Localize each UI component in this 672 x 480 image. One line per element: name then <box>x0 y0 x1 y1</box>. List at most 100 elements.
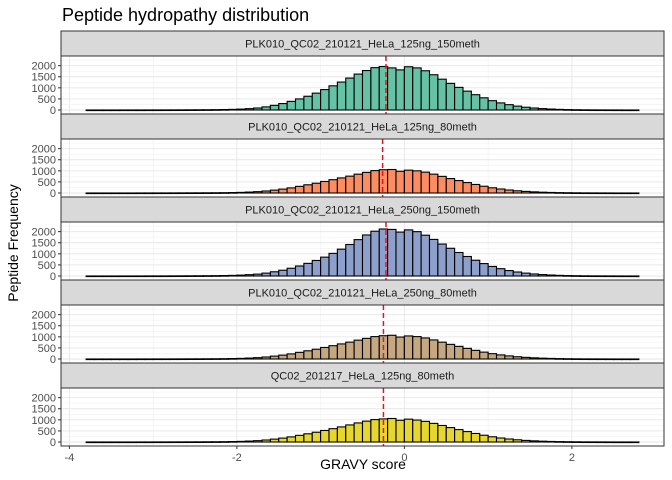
facet-strip-label: PLK010_QC02_210121_HeLa_250ng_80meth <box>248 288 477 300</box>
histogram-bar <box>261 356 271 360</box>
y-tick-label: 1000 <box>32 83 56 95</box>
y-tick-label: 2000 <box>32 310 56 322</box>
histogram-bar <box>596 358 606 361</box>
facet-panel: PLK010_QC02_210121_HeLa_125ng_80meth 0500… <box>32 113 665 200</box>
histogram-bar <box>437 243 447 277</box>
histogram-bar <box>537 357 548 360</box>
histogram-bar <box>361 234 372 277</box>
y-tick-label: 1000 <box>32 332 56 344</box>
histogram-bar <box>353 239 364 277</box>
y-tick-label: 2000 <box>32 61 56 73</box>
histogram-bar <box>512 105 523 111</box>
histogram-bar <box>177 275 188 278</box>
histogram-bar <box>85 109 96 112</box>
histogram-bar <box>227 358 238 360</box>
histogram-bar <box>261 190 271 194</box>
histogram-bar <box>336 81 347 111</box>
histogram-bar <box>160 358 171 361</box>
histogram-bar <box>487 436 498 443</box>
histogram-bar <box>403 335 414 360</box>
histogram-bar <box>470 349 481 360</box>
histogram-bar <box>546 274 556 277</box>
facet-strip-label: PLK010_QC02_210121_HeLa_250ng_150meth <box>245 205 480 217</box>
x-tick-label: 0 <box>401 452 407 464</box>
histogram-bar <box>110 358 121 361</box>
histogram-bar <box>462 182 472 194</box>
histogram-bar <box>529 191 539 194</box>
histogram-bar <box>546 440 556 443</box>
histogram-bar <box>119 109 129 112</box>
y-tick-label: 0 <box>50 354 56 366</box>
histogram-bar <box>562 441 573 443</box>
histogram-bar <box>546 108 556 111</box>
histogram-bar <box>303 350 313 360</box>
histogram-bar <box>420 171 431 194</box>
histogram-bar <box>85 358 96 361</box>
histogram-bar <box>462 431 472 443</box>
histogram-bar <box>236 191 246 194</box>
histogram-bar <box>269 189 280 194</box>
y-tick-label: 2000 <box>32 144 56 156</box>
histogram-bar <box>554 358 565 360</box>
x-axis: -4 -2 0 2 <box>64 446 575 464</box>
histogram-bar <box>387 228 397 277</box>
histogram-bar <box>521 106 531 111</box>
histogram-bar <box>152 275 163 278</box>
histogram-bar <box>529 357 539 360</box>
histogram-bar <box>236 440 246 443</box>
y-tick-label: 2000 <box>32 227 56 239</box>
histogram-bar <box>286 100 297 111</box>
histogram-bar <box>294 185 305 194</box>
histogram-bar <box>160 275 171 278</box>
histogram-bar <box>202 192 213 194</box>
histogram-bar <box>420 70 431 111</box>
histogram-bar <box>211 358 221 360</box>
x-tick-label: -4 <box>64 452 74 464</box>
histogram-bar <box>529 273 539 277</box>
histogram-bar <box>177 441 188 444</box>
histogram-bar <box>537 191 548 194</box>
histogram-bar <box>152 441 163 444</box>
histogram-bar <box>495 437 506 443</box>
histogram-bar <box>236 274 246 277</box>
histogram-bar <box>361 337 372 360</box>
histogram-bar <box>244 357 255 360</box>
histogram-bar <box>428 422 439 443</box>
histogram-bar <box>253 357 263 360</box>
histogram-bar <box>269 271 280 277</box>
histogram-bar <box>554 108 565 111</box>
histogram-bar <box>194 441 204 443</box>
histogram-bar <box>470 183 481 194</box>
histogram-bar <box>244 191 255 194</box>
histogram-bar <box>211 109 221 111</box>
histogram-bar <box>303 95 313 111</box>
histogram-bar <box>85 441 96 444</box>
histogram-bar <box>345 175 355 194</box>
histogram-bar <box>361 69 372 111</box>
histogram-bar <box>336 426 347 443</box>
y-tick-label: 1500 <box>32 72 56 84</box>
histogram-bar <box>512 439 523 443</box>
histogram-bar <box>320 89 330 111</box>
y-tick-label: 500 <box>38 177 56 189</box>
histogram-bar <box>504 270 514 277</box>
histogram-bar <box>194 109 204 111</box>
histogram-bar <box>512 190 523 194</box>
histogram-bar <box>345 77 355 111</box>
histogram-bar <box>110 192 121 195</box>
histogram-bar <box>303 184 313 194</box>
histogram-bar <box>487 100 498 111</box>
histogram-bar <box>588 441 598 444</box>
histogram-bar <box>119 275 129 278</box>
histogram-bar <box>537 274 548 277</box>
histogram-bar <box>202 109 213 111</box>
histogram-bar <box>320 429 330 443</box>
facet-strip <box>60 196 665 223</box>
histogram-bar <box>428 74 439 111</box>
facet-strip-label: PLK010_QC02_210121_HeLa_125ng_80meth <box>248 122 477 134</box>
histogram-bar <box>596 109 606 112</box>
histogram-bar <box>278 437 288 443</box>
histogram-bar <box>621 109 632 112</box>
panel-border <box>60 387 665 447</box>
